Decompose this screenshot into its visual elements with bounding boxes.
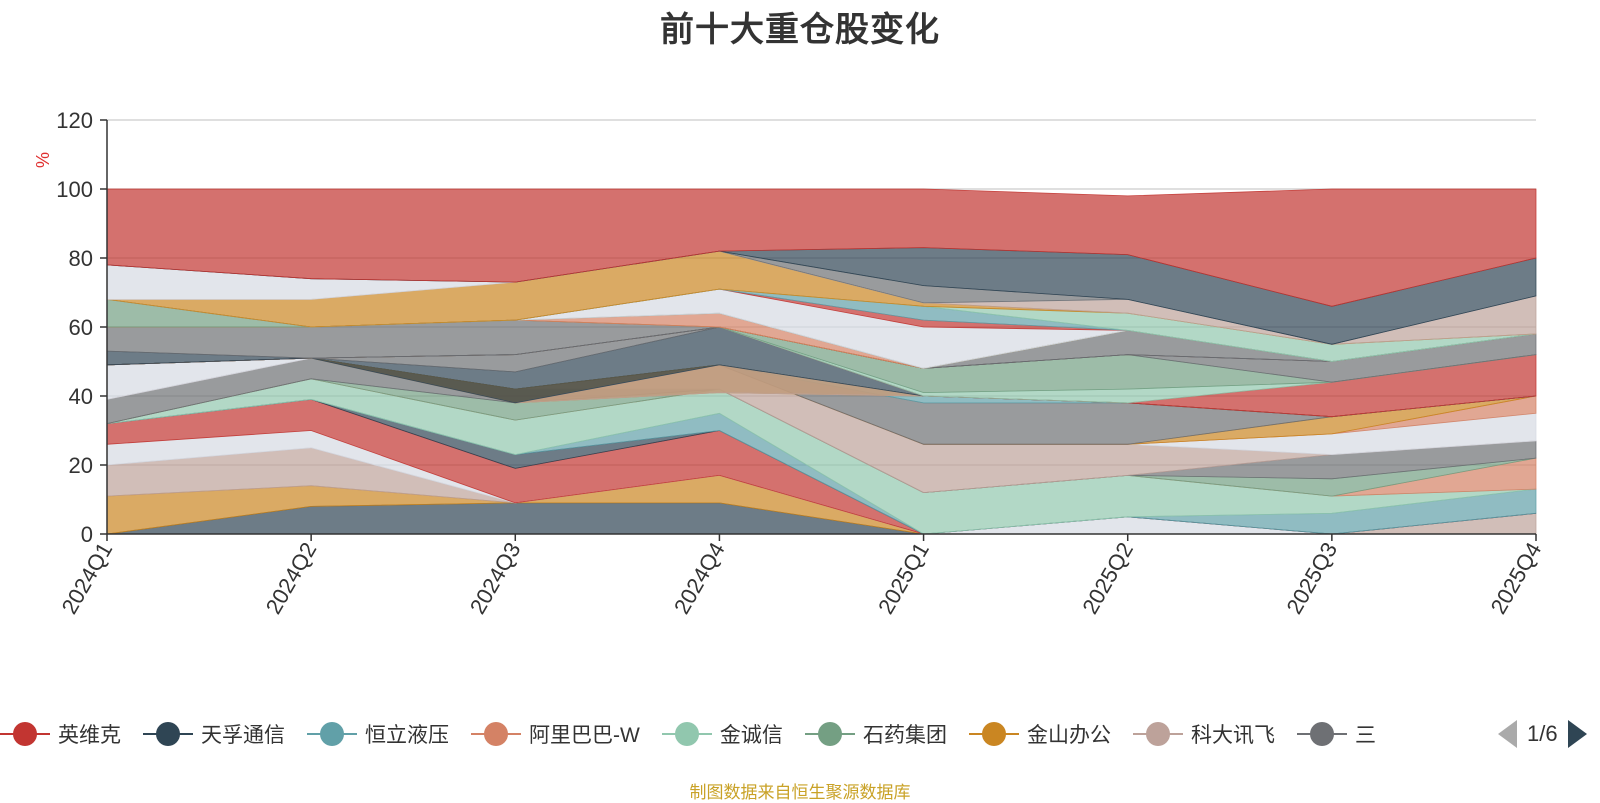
x-tick-label-2024Q3: 2024Q3 <box>465 538 526 618</box>
y-tick-label-0: 0 <box>81 522 93 547</box>
legend-label: 阿里巴巴-W <box>529 724 640 747</box>
legend-label: 天孚通信 <box>201 724 285 747</box>
y-tick-label-20: 20 <box>69 453 93 478</box>
y-axis-label: % <box>33 152 53 168</box>
legend-label: 科大讯飞 <box>1191 724 1275 747</box>
legend-marker-icon <box>143 721 193 747</box>
legend-pager: 1/6 <box>1498 712 1587 756</box>
legend-label: 金山办公 <box>1027 724 1111 747</box>
area-layer-40 <box>106 188 1537 307</box>
legend-label: 金诚信 <box>719 724 783 747</box>
legend-item-3[interactable]: 阿里巴巴-W <box>471 712 640 756</box>
legend-marker-icon <box>661 721 712 747</box>
legend-item-1[interactable]: 天孚通信 <box>143 712 285 756</box>
legend-items: 英维克 天孚通信 恒立液压 阿里巴巴-W 金诚信 石药集团 金山办公 科大讯飞 三 <box>0 712 1468 756</box>
y-tick-label-40: 40 <box>69 384 93 409</box>
y-tick-label-80: 80 <box>69 246 93 271</box>
x-tick-label-2024Q4: 2024Q4 <box>669 538 730 618</box>
legend: 英维克 天孚通信 恒立液压 阿里巴巴-W 金诚信 石药集团 金山办公 科大讯飞 三 1/6 <box>0 712 1600 756</box>
legend-item-6[interactable]: 金山办公 <box>969 712 1111 756</box>
legend-marker-icon <box>1133 721 1183 747</box>
legend-marker-icon <box>1297 721 1347 747</box>
x-tick-label-2025Q1: 2025Q1 <box>873 538 934 618</box>
x-tick-label-2024Q1: 2024Q1 <box>57 538 118 618</box>
pager-next-icon[interactable] <box>1567 720 1587 748</box>
pager-page-text: 1/6 <box>1527 721 1558 746</box>
y-tick-label-120: 120 <box>56 108 93 133</box>
area-layers <box>106 188 1537 535</box>
chart-title: 前十大重仓股变化 <box>660 11 940 49</box>
legend-marker-icon <box>0 721 50 747</box>
legend-item-0[interactable]: 英维克 <box>0 712 121 756</box>
legend-label: 英维克 <box>58 724 121 747</box>
y-tick-label-60: 60 <box>69 315 93 340</box>
x-tick-label-2025Q2: 2025Q2 <box>1077 538 1138 618</box>
legend-marker-icon <box>969 721 1019 747</box>
legend-marker-icon <box>471 721 521 747</box>
legend-marker-icon <box>805 721 855 747</box>
legend-label: 石药集团 <box>863 724 947 747</box>
y-tick-label-100: 100 <box>56 177 93 202</box>
legend-item-4[interactable]: 金诚信 <box>661 712 783 756</box>
legend-item-7[interactable]: 科大讯飞 <box>1133 712 1275 756</box>
source-note: 制图数据来自恒生聚源数据库 <box>689 783 911 802</box>
legend-item-2[interactable]: 恒立液压 <box>307 712 449 756</box>
legend-item-8[interactable]: 三 <box>1297 712 1376 756</box>
legend-marker-icon <box>307 721 357 747</box>
legend-label: 三 <box>1355 724 1376 747</box>
x-tick-label-2025Q3: 2025Q3 <box>1281 538 1342 618</box>
legend-item-5[interactable]: 石药集团 <box>805 712 947 756</box>
x-tick-label-2025Q4: 2025Q4 <box>1486 538 1547 618</box>
x-tick-label-2024Q2: 2024Q2 <box>261 538 322 618</box>
pager-prev-icon[interactable] <box>1498 720 1517 748</box>
area-chart: 0 20 40 60 80 100 120 2024Q1 2024Q2 2024Q3 2024Q4 2… <box>33 108 1547 618</box>
legend-label: 恒立液压 <box>365 724 449 747</box>
